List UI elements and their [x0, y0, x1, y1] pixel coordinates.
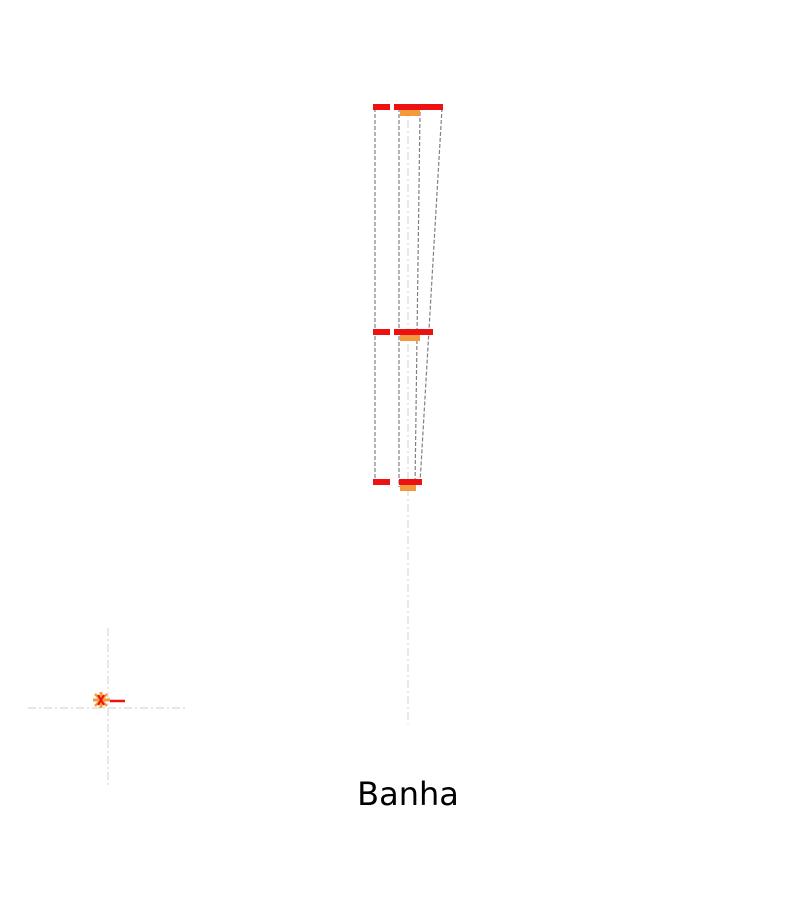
- caption-label: Banha: [357, 775, 459, 813]
- top-right-red-segment: [394, 104, 443, 110]
- burst-icon: [93, 692, 125, 708]
- top-left-red-segment: [373, 104, 390, 110]
- bottom-left-red-segment: [373, 479, 390, 485]
- middle-orange-marker: [400, 335, 420, 341]
- outer-right-outline: [419, 107, 443, 484]
- middle-left-red-segment: [373, 329, 390, 335]
- bottom-right-red-segment: [399, 479, 422, 485]
- inner-right-outline: [414, 111, 421, 488]
- bottom-orange-marker: [400, 485, 416, 491]
- middle-right-red-segment: [394, 329, 433, 335]
- top-orange-marker: [400, 110, 420, 116]
